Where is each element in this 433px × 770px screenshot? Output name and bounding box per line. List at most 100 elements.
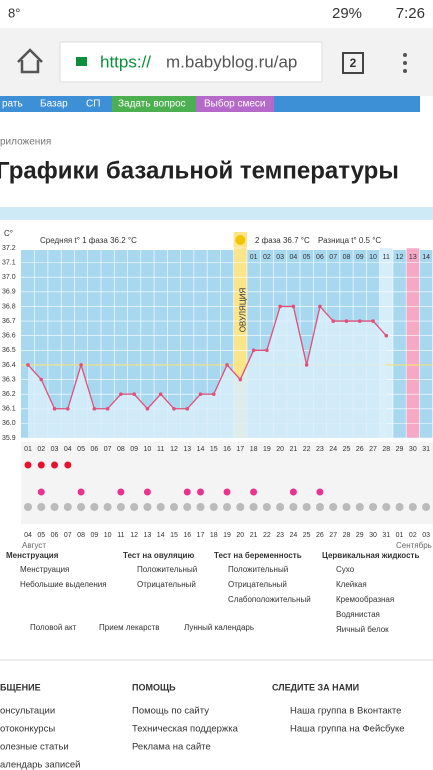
x-tick-label: 13 [183, 446, 191, 453]
point [119, 392, 123, 396]
pill [276, 503, 285, 511]
x-tick-label: 19 [263, 446, 271, 453]
top-label: 10 [369, 254, 377, 261]
url-scheme: https:// [100, 52, 151, 71]
heart [197, 488, 205, 496]
date: 18 [210, 532, 218, 539]
point [198, 392, 203, 396]
date: 11 [117, 532, 124, 539]
date: 03 [422, 532, 430, 539]
date: 25 [303, 532, 311, 539]
legend-title: Тест на овуляцию [123, 551, 194, 560]
top-label: 13 [409, 254, 417, 261]
url-field[interactable] [59, 41, 323, 83]
pill [196, 503, 205, 511]
area [28, 306, 387, 438]
footer-link[interactable]: онсультации [0, 706, 55, 717]
nav-item: СП [86, 99, 100, 110]
y-tick-label: 36.5 [2, 347, 16, 354]
legend-title: Менструация [6, 551, 59, 560]
footer-link[interactable]: Наша группа в Вконтакте [290, 706, 401, 717]
x-tick-label: 16 [223, 446, 231, 453]
pill [37, 503, 46, 511]
footer-link[interactable]: Техническая поддержка [132, 724, 239, 735]
top-label: 01 [250, 254, 258, 261]
y-tick-label: 37.1 [2, 259, 16, 266]
footer-link[interactable]: Реклама на сайте [132, 742, 211, 753]
x-tick-label: 04 [64, 446, 72, 453]
legend-title: Тест на беременность [214, 551, 302, 560]
status-temp: 8° [8, 5, 20, 20]
legend-item: Прием лекарств [99, 623, 159, 632]
grid-panel [21, 442, 433, 524]
top-label: 06 [316, 254, 324, 261]
battery: 29% [332, 5, 362, 22]
pill [223, 503, 232, 511]
breadcrumb: риложения [0, 137, 51, 148]
point [172, 406, 176, 411]
date: 09 [90, 532, 98, 539]
legend-item: Менструация [20, 565, 69, 574]
pill [382, 503, 391, 511]
x-tick-label: 30 [409, 446, 417, 453]
y-tick-label: 36.6 [2, 333, 16, 340]
date: 29 [356, 532, 364, 539]
point [158, 392, 163, 396]
point [331, 319, 336, 323]
top-label: 03 [276, 254, 284, 261]
x-tick-label: 03 [51, 446, 59, 453]
point [145, 406, 150, 411]
nav-item: Задать вопрос [118, 99, 186, 110]
home-icon[interactable] [17, 48, 43, 74]
y-tick-label: 36.9 [2, 289, 16, 296]
pill [90, 503, 99, 511]
date: 05 [37, 532, 45, 539]
footer-link[interactable]: олезные статьи [0, 742, 69, 753]
x-tick-label: 26 [356, 446, 364, 453]
nav-item: Базар [40, 99, 68, 110]
pill [315, 503, 324, 511]
pill [342, 503, 351, 511]
x-tick-label: 12 [170, 446, 178, 453]
point [238, 377, 243, 382]
top-label: 14 [422, 254, 430, 261]
top-label: 08 [343, 254, 351, 261]
footer-link[interactable]: Наша группа на Фейсбуке [290, 724, 405, 735]
footer-title: СЛЕДИТЕ ЗА НАМИ [272, 682, 359, 692]
nav-highlight [196, 96, 274, 112]
footer-link[interactable]: алендарь записей [0, 760, 81, 770]
date: 31 [382, 532, 390, 539]
legend-item: Слабоположительный [228, 595, 311, 604]
top-label: 07 [329, 254, 337, 261]
point [304, 363, 309, 367]
point [26, 363, 30, 367]
legend-item: Водянистая [336, 610, 380, 619]
footer-link[interactable]: Помощь по сайту [132, 706, 209, 717]
date: 08 [77, 532, 85, 539]
phase2: 2 фаза 36.7 °C [255, 236, 310, 245]
tabs[interactable] [342, 52, 364, 74]
pill [209, 503, 218, 511]
legend-item: Клейкая [336, 580, 367, 589]
date: 16 [183, 532, 191, 539]
plot-header [21, 232, 433, 250]
legend-item: Небольшие выделения [20, 580, 107, 589]
y-tick-label: 35.9 [2, 435, 16, 442]
x-tick-label: 21 [290, 446, 298, 453]
date: 10 [104, 532, 112, 539]
footer-link[interactable]: отоконкурсы [0, 724, 55, 735]
menu[interactable] [403, 53, 407, 73]
pill [130, 503, 139, 511]
pill [143, 503, 152, 511]
nav-highlight [112, 96, 196, 112]
date: 06 [51, 532, 59, 539]
pill [369, 503, 378, 511]
point [52, 406, 57, 411]
ovulation-label: ОВУЛЯЦИЯ [238, 287, 247, 332]
x-tick-label: 17 [236, 446, 244, 453]
month2: Сентябрь [396, 541, 432, 550]
y-tick-label: 37.2 [2, 245, 16, 252]
pill [169, 503, 178, 511]
x-tick-label: 11 [157, 446, 164, 453]
